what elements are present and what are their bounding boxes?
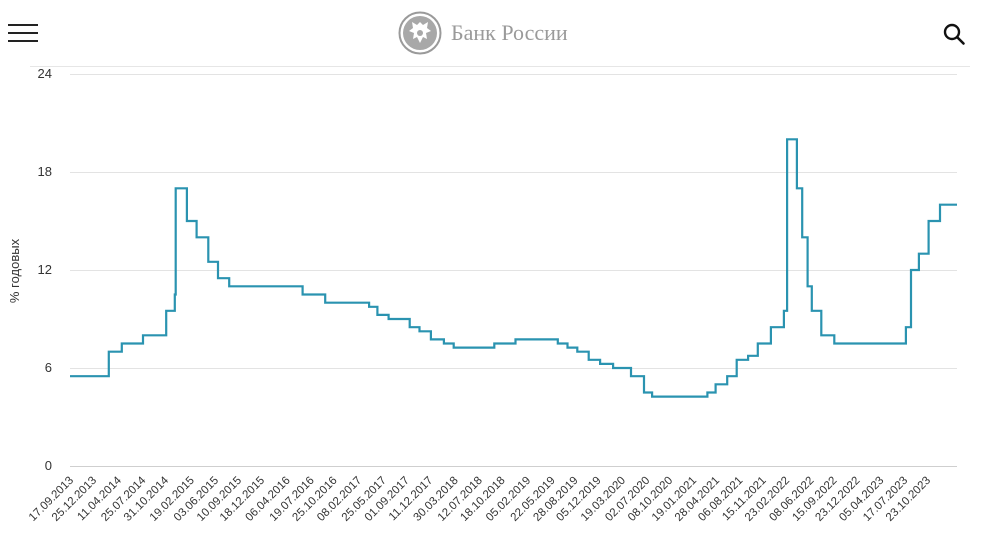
chart-series	[70, 138, 957, 398]
hamburger-menu-icon[interactable]	[8, 22, 38, 42]
y-tick-label: 12	[38, 262, 52, 277]
y-axis-label: % годовых	[7, 238, 22, 303]
search-icon[interactable]	[942, 22, 966, 46]
chart-grid	[70, 74, 957, 369]
x-axis-ticks: 17.09.201325.12.201311.04.201425.07.2014…	[27, 474, 933, 524]
bank-logo[interactable]: Банк России	[398, 10, 568, 56]
header-divider	[30, 66, 970, 67]
key-rate-line	[70, 138, 957, 398]
y-tick-label: 18	[38, 164, 52, 179]
y-tick-label: 0	[45, 458, 52, 473]
y-axis-ticks: 0 6 12 18 24	[38, 66, 52, 473]
y-tick-label: 6	[45, 360, 52, 375]
site-header: Банк России	[0, 0, 983, 66]
bank-name: Банк России	[451, 20, 568, 45]
eagle-emblem-icon	[398, 11, 442, 55]
y-tick-label: 24	[38, 66, 52, 81]
